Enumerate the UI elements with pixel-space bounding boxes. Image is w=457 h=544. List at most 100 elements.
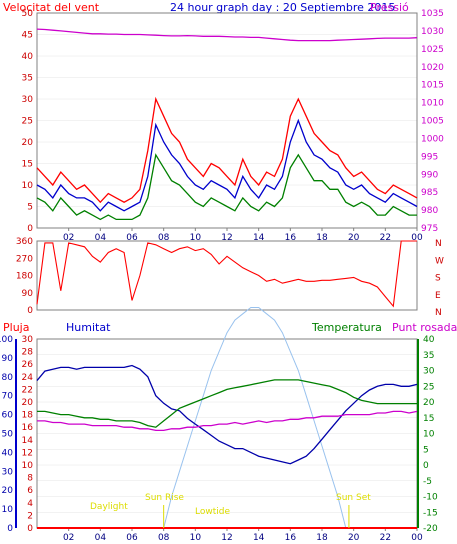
x-tick-label: 16 (285, 533, 297, 543)
y-right-tick-label: 1020 (421, 63, 444, 73)
y-left-tick-label: 25 (22, 117, 33, 127)
wind-speed-label: Velocitat del vent (3, 1, 100, 14)
series-direction-line (36, 240, 417, 308)
x-tick-label: 06 (126, 233, 138, 243)
wind-pressure-panel: 0510152025303540455097598098599099510001… (22, 9, 445, 243)
daylight-annotation: Daylight (90, 502, 128, 512)
y-temp-tick-label: -5 (423, 477, 432, 487)
y-rain-tick-label: 16 (22, 423, 34, 433)
compass-label: N (435, 308, 442, 318)
y-rain-tick-label: 26 (22, 360, 34, 370)
series-gust-line (36, 96, 418, 204)
y-right-tick-label: 1010 (421, 99, 444, 109)
y-right-tick-label: 990 (421, 170, 438, 180)
y-right-tick-label: 1035 (421, 9, 444, 19)
x-tick-label: 06 (126, 533, 138, 543)
y-temp-tick-label: 10 (423, 430, 435, 440)
x-tick-label: 10 (190, 233, 202, 243)
x-tick-label: 00 (411, 233, 423, 243)
x-tick-label: 12 (221, 233, 232, 243)
compass-label: N (435, 239, 442, 249)
y-temp-tick-label: 40 (423, 335, 435, 345)
temperature-label: Temperatura (311, 321, 382, 334)
y-temp-tick-label: 0 (423, 461, 429, 471)
y-humidity-tick-label: 60 (2, 411, 14, 421)
compass-label: W (435, 256, 444, 266)
y-temp-tick-label: -15 (423, 508, 438, 518)
y-left-tick-label: 10 (22, 181, 34, 191)
y-humidity-tick-label: 50 (2, 430, 14, 440)
y-right-tick-label: 985 (421, 188, 438, 198)
panel-frame (36, 240, 418, 311)
x-tick-label: 12 (221, 533, 232, 543)
x-tick-label: 22 (380, 233, 391, 243)
series-minimum-line (36, 153, 417, 221)
y-rain-tick-label: 20 (22, 398, 34, 408)
y-rain-tick-label: 12 (22, 448, 33, 458)
y-left-tick-label: 35 (22, 74, 33, 84)
y-rain-tick-label: 24 (22, 373, 34, 383)
y-humidity-tick-label: 90 (2, 354, 14, 364)
sunrise-annotation: Sun Rise (145, 493, 184, 503)
y-rain-tick-label: 30 (22, 335, 34, 345)
x-tick-label: 04 (95, 533, 107, 543)
x-tick-label: 18 (316, 233, 328, 243)
y-right-tick-label: 1000 (421, 134, 444, 144)
y-left-tick-label: 180 (16, 272, 33, 282)
y-temp-tick-label: 25 (423, 382, 434, 392)
x-tick-label: 04 (95, 233, 107, 243)
x-tick-label: 14 (253, 233, 265, 243)
y-temp-tick-label: 30 (423, 367, 435, 377)
compass-label: S (435, 274, 441, 284)
y-temp-tick-label: 5 (423, 445, 429, 455)
dewpoint-label: Punt rosada (392, 321, 457, 334)
temp-humidity-panel: 0102030405060708090100024681012141618202… (0, 307, 438, 543)
y-left-tick-label: 20 (22, 138, 34, 148)
x-tick-label: 14 (253, 533, 265, 543)
y-rain-tick-label: 8 (27, 474, 33, 484)
y-rain-tick-label: 4 (27, 499, 33, 509)
y-left-tick-label: 40 (22, 52, 34, 62)
y-right-tick-label: 1015 (421, 81, 444, 91)
y-left-tick-label: 5 (27, 203, 33, 213)
y-humidity-tick-label: 70 (2, 392, 14, 402)
y-right-tick-label: 975 (421, 224, 438, 234)
lowtide-annotation: Lowtide (195, 507, 230, 517)
y-rain-tick-label: 0 (27, 524, 33, 534)
series-average-line (36, 118, 418, 212)
y-temp-tick-label: -10 (423, 493, 438, 503)
pressure-label: Pressió (370, 1, 409, 14)
y-rain-tick-label: 10 (22, 461, 34, 471)
x-tick-label: 20 (348, 233, 360, 243)
x-tick-label: 22 (380, 533, 391, 543)
x-tick-label: 02 (63, 533, 74, 543)
series-temperature-line (37, 379, 417, 428)
y-temp-tick-label: 15 (423, 414, 434, 424)
y-right-tick-label: 980 (421, 206, 438, 216)
y-temp-tick-label: 35 (423, 351, 434, 361)
y-humidity-tick-label: 0 (7, 524, 13, 534)
y-left-tick-label: 15 (22, 160, 33, 170)
y-left-tick-label: 360 (16, 237, 33, 247)
x-tick-label: 00 (411, 533, 423, 543)
series-humidity-line (36, 364, 418, 465)
y-right-tick-label: 1030 (421, 27, 444, 37)
y-left-tick-label: 45 (22, 31, 33, 41)
humidity-label: Humitat (66, 321, 111, 334)
y-left-tick-label: 30 (22, 95, 34, 105)
chart-title: 24 hour graph day : 20 Septiembre 2015 (170, 1, 395, 14)
y-humidity-tick-label: 10 (2, 505, 14, 515)
y-left-tick-label: 0 (27, 224, 33, 234)
y-right-tick-label: 995 (421, 152, 438, 162)
y-temp-tick-label: 20 (423, 398, 435, 408)
x-tick-label: 20 (348, 533, 360, 543)
rain-label: Pluja (3, 321, 29, 334)
x-tick-label: 18 (316, 533, 328, 543)
sunset-annotation: Sun Set (336, 493, 371, 503)
y-right-tick-label: 1005 (421, 117, 444, 127)
series-pressure-line (36, 28, 418, 42)
y-rain-tick-label: 18 (22, 411, 34, 421)
